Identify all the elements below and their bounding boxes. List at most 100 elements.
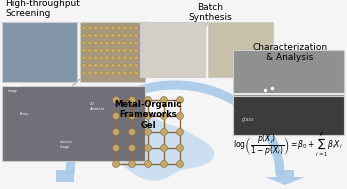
- Circle shape: [105, 41, 109, 45]
- Circle shape: [134, 56, 138, 60]
- Circle shape: [128, 64, 133, 67]
- Circle shape: [117, 33, 121, 37]
- Text: 2D
detector: 2D detector: [90, 102, 105, 111]
- Polygon shape: [276, 170, 294, 177]
- Circle shape: [128, 112, 135, 119]
- Text: B-ray: B-ray: [20, 112, 29, 116]
- Circle shape: [88, 49, 92, 53]
- Circle shape: [82, 64, 86, 67]
- Circle shape: [122, 71, 127, 75]
- Circle shape: [88, 56, 92, 60]
- Circle shape: [82, 33, 86, 37]
- Text: Metal-Organic
Frameworks
Gel: Metal-Organic Frameworks Gel: [115, 100, 181, 130]
- Text: glass: glass: [242, 117, 254, 122]
- Circle shape: [99, 41, 103, 45]
- Circle shape: [111, 49, 115, 53]
- Circle shape: [161, 112, 168, 119]
- Circle shape: [128, 26, 133, 30]
- Circle shape: [94, 56, 98, 60]
- Circle shape: [99, 71, 103, 75]
- Circle shape: [161, 160, 168, 167]
- Circle shape: [99, 26, 103, 30]
- Circle shape: [134, 64, 138, 67]
- FancyBboxPatch shape: [2, 22, 77, 82]
- Text: $\log\!\left(\dfrac{p(X_i)}{1-p(X_i)}\right) = \beta_0 + \sum_{i=1}^{p} \beta_i : $\log\!\left(\dfrac{p(X_i)}{1-p(X_i)}\ri…: [233, 131, 343, 159]
- Circle shape: [144, 160, 152, 167]
- Circle shape: [117, 41, 121, 45]
- Circle shape: [112, 145, 119, 152]
- FancyBboxPatch shape: [208, 22, 273, 77]
- Circle shape: [161, 145, 168, 152]
- Polygon shape: [65, 80, 285, 175]
- Circle shape: [122, 41, 127, 45]
- Circle shape: [128, 33, 133, 37]
- Circle shape: [144, 97, 152, 104]
- FancyBboxPatch shape: [233, 50, 344, 135]
- Circle shape: [82, 26, 86, 30]
- Circle shape: [177, 145, 184, 152]
- FancyBboxPatch shape: [140, 22, 205, 77]
- Text: High-throughput
Screening: High-throughput Screening: [5, 0, 80, 18]
- Circle shape: [111, 71, 115, 75]
- Circle shape: [105, 64, 109, 67]
- Circle shape: [99, 33, 103, 37]
- Circle shape: [99, 49, 103, 53]
- Circle shape: [111, 64, 115, 67]
- Circle shape: [144, 129, 152, 136]
- Circle shape: [112, 160, 119, 167]
- Circle shape: [177, 160, 184, 167]
- Circle shape: [117, 64, 121, 67]
- Circle shape: [161, 129, 168, 136]
- Circle shape: [117, 56, 121, 60]
- Circle shape: [161, 97, 168, 104]
- Circle shape: [111, 56, 115, 60]
- Circle shape: [117, 26, 121, 30]
- Circle shape: [122, 33, 127, 37]
- Text: Batch
Synthesis: Batch Synthesis: [188, 3, 232, 22]
- FancyBboxPatch shape: [233, 96, 344, 135]
- Circle shape: [105, 71, 109, 75]
- Circle shape: [122, 56, 127, 60]
- Circle shape: [128, 56, 133, 60]
- Circle shape: [105, 49, 109, 53]
- Circle shape: [99, 56, 103, 60]
- Circle shape: [134, 49, 138, 53]
- Circle shape: [111, 33, 115, 37]
- Circle shape: [134, 33, 138, 37]
- Circle shape: [94, 33, 98, 37]
- Circle shape: [128, 145, 135, 152]
- Circle shape: [82, 41, 86, 45]
- Circle shape: [122, 49, 127, 53]
- Circle shape: [128, 71, 133, 75]
- FancyBboxPatch shape: [80, 22, 145, 82]
- Polygon shape: [56, 170, 74, 182]
- Circle shape: [117, 49, 121, 53]
- Circle shape: [128, 97, 135, 104]
- Circle shape: [117, 71, 121, 75]
- Circle shape: [122, 64, 127, 67]
- Circle shape: [88, 33, 92, 37]
- Polygon shape: [265, 177, 305, 185]
- Circle shape: [105, 56, 109, 60]
- Circle shape: [128, 129, 135, 136]
- Circle shape: [134, 71, 138, 75]
- Text: Characterization
& Analysis: Characterization & Analysis: [252, 43, 328, 62]
- Circle shape: [94, 26, 98, 30]
- Circle shape: [128, 160, 135, 167]
- Circle shape: [111, 41, 115, 45]
- Circle shape: [144, 145, 152, 152]
- Circle shape: [134, 26, 138, 30]
- Circle shape: [94, 49, 98, 53]
- Circle shape: [112, 97, 119, 104]
- Text: electric
stage: electric stage: [60, 140, 73, 149]
- Circle shape: [122, 26, 127, 30]
- Circle shape: [112, 129, 119, 136]
- Circle shape: [111, 26, 115, 30]
- Circle shape: [82, 56, 86, 60]
- Polygon shape: [115, 113, 214, 180]
- Circle shape: [128, 41, 133, 45]
- Text: electric
stage: electric stage: [8, 84, 21, 93]
- Circle shape: [94, 71, 98, 75]
- FancyBboxPatch shape: [2, 86, 145, 161]
- Circle shape: [82, 71, 86, 75]
